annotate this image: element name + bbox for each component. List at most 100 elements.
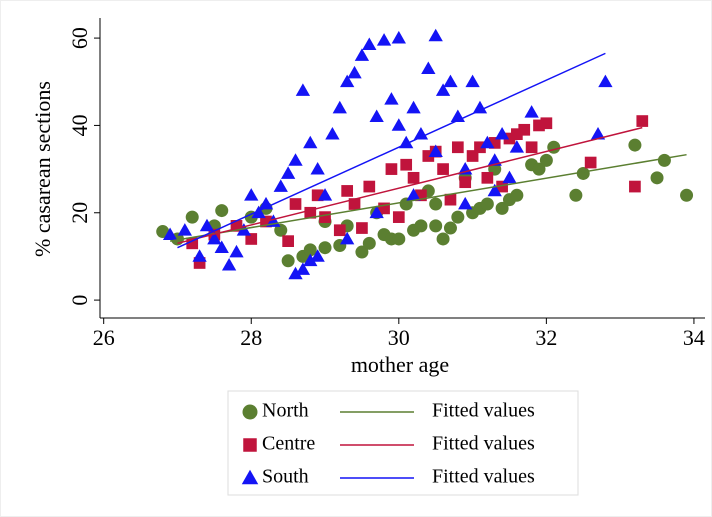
point <box>436 232 450 246</box>
point <box>207 231 222 245</box>
point <box>415 189 427 202</box>
point <box>282 235 294 247</box>
point <box>325 127 340 140</box>
point <box>435 83 451 96</box>
y-tick-label: 60 <box>67 27 92 49</box>
point <box>459 176 472 189</box>
point <box>186 237 199 250</box>
point <box>311 189 324 202</box>
point <box>465 74 480 88</box>
y-tick-label: 0 <box>67 295 92 306</box>
point <box>356 222 368 234</box>
point <box>251 205 266 219</box>
point <box>310 249 325 262</box>
point <box>518 123 531 136</box>
point <box>274 223 288 237</box>
point <box>280 166 296 179</box>
point <box>295 83 311 96</box>
point <box>303 135 318 149</box>
point <box>362 236 376 250</box>
point <box>487 183 502 197</box>
point <box>369 205 384 219</box>
x-tick-label: 32 <box>535 325 557 350</box>
point <box>199 218 215 232</box>
point <box>629 180 641 193</box>
x-tick-label: 30 <box>388 325 410 350</box>
point <box>354 48 370 61</box>
legend-marker <box>241 469 259 485</box>
point <box>369 109 384 123</box>
point <box>444 193 457 206</box>
point <box>355 245 369 259</box>
point <box>391 30 406 44</box>
x-tick-label: 34 <box>683 325 705 350</box>
point <box>244 188 259 201</box>
point <box>363 180 376 193</box>
point <box>281 254 295 268</box>
point <box>488 137 501 149</box>
point <box>303 243 317 257</box>
point <box>539 153 553 167</box>
fit-line <box>169 153 687 242</box>
point <box>576 166 590 180</box>
point <box>289 198 302 210</box>
point <box>584 156 597 169</box>
point <box>273 179 288 192</box>
point <box>428 28 443 42</box>
point <box>310 161 325 175</box>
point <box>451 141 464 154</box>
point <box>628 138 642 152</box>
point <box>503 132 516 145</box>
point <box>288 153 303 166</box>
point <box>392 232 406 246</box>
point <box>422 150 435 162</box>
legend-label: Centre <box>262 433 315 455</box>
point <box>214 240 229 254</box>
point <box>303 253 318 267</box>
y-axis-title: % casarean sections <box>30 81 55 257</box>
point <box>590 127 606 140</box>
point <box>221 258 237 271</box>
point <box>304 206 317 219</box>
point <box>332 100 347 114</box>
point <box>657 153 671 167</box>
point <box>472 100 488 114</box>
point <box>347 65 362 79</box>
point <box>391 118 406 131</box>
x-tick-label: 28 <box>240 325 262 350</box>
point <box>525 141 538 154</box>
fit-line <box>177 126 643 245</box>
point <box>494 127 510 140</box>
point <box>547 140 561 154</box>
point <box>480 135 495 149</box>
point <box>288 266 303 280</box>
x-tick-label: 26 <box>93 325 115 350</box>
point <box>295 262 311 275</box>
point <box>650 171 664 185</box>
point <box>340 231 355 245</box>
point <box>229 244 244 258</box>
point <box>348 198 361 210</box>
point <box>362 37 377 51</box>
point <box>384 92 399 105</box>
point <box>385 163 398 175</box>
point <box>413 127 429 140</box>
legend-label: South <box>262 466 309 488</box>
point <box>495 201 509 215</box>
point <box>487 153 502 166</box>
legend-label: Fitted values <box>432 400 535 422</box>
point <box>510 188 524 202</box>
point <box>481 171 494 184</box>
point <box>466 150 479 162</box>
legend-label: Fitted values <box>432 466 535 488</box>
point <box>474 141 486 154</box>
point <box>318 241 332 255</box>
point <box>437 163 449 175</box>
legend-label: Fitted values <box>432 433 535 455</box>
legend-marker <box>242 404 258 420</box>
point <box>230 220 243 232</box>
point <box>451 210 465 224</box>
legend-label: North <box>262 400 309 422</box>
point <box>192 249 207 262</box>
